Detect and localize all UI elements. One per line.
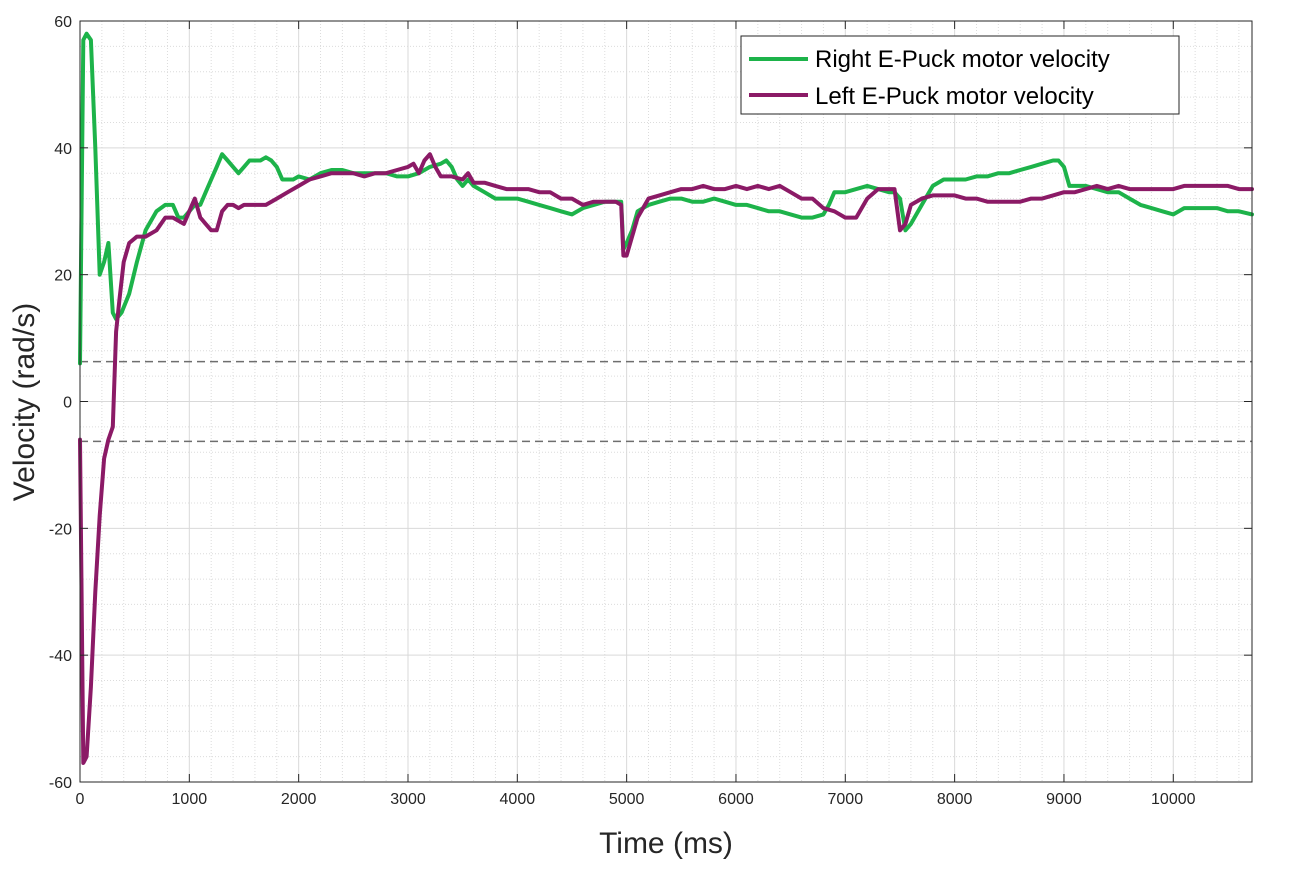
- x-axis-title: Time (ms): [599, 827, 733, 860]
- y-tick-label: 20: [54, 268, 72, 285]
- x-tick-label: 3000: [390, 791, 426, 808]
- x-tick-label: 4000: [500, 791, 536, 808]
- y-tick-label: -40: [49, 648, 72, 665]
- x-tick-label: 6000: [718, 791, 754, 808]
- series-line-left-motor: [78, 152, 1254, 765]
- series-layer: [78, 31, 1254, 765]
- x-tick-label: 9000: [1046, 791, 1082, 808]
- legend-box: [740, 35, 1180, 115]
- x-tick-label: 7000: [828, 791, 864, 808]
- legend-label-right: Right E-Puck motor velocity: [815, 46, 1110, 73]
- tick-marks: [79, 20, 1252, 783]
- x-tick-label: 0: [76, 791, 85, 808]
- y-tick-label: 60: [54, 14, 72, 31]
- y-tick-label: 0: [63, 395, 72, 412]
- x-tick-label: 10000: [1151, 791, 1196, 808]
- legend-label-left: Left E-Puck motor velocity: [815, 83, 1094, 110]
- y-tick-label: -60: [49, 775, 72, 792]
- series-line-right-motor: [78, 31, 1254, 366]
- x-tick-labels: 0 1000 2000 3000 4000 5000 6000 7000 8000 9000 100…: [76, 791, 1196, 808]
- y-axis-title: Velocity (rad/s): [8, 303, 41, 501]
- y-tick-label: 40: [54, 141, 72, 158]
- x-tick-label: 8000: [937, 791, 973, 808]
- legend: Right E-Puck motor velocity Left E-Puck …: [740, 35, 1180, 115]
- x-tick-label: 1000: [172, 791, 208, 808]
- y-tick-label: -20: [49, 521, 72, 538]
- x-tick-label: 5000: [609, 791, 645, 808]
- reference-lines: [80, 360, 1252, 443]
- x-tick-label: 2000: [281, 791, 317, 808]
- y-tick-labels: -60 -40 -20 0 20 40 60: [49, 14, 72, 792]
